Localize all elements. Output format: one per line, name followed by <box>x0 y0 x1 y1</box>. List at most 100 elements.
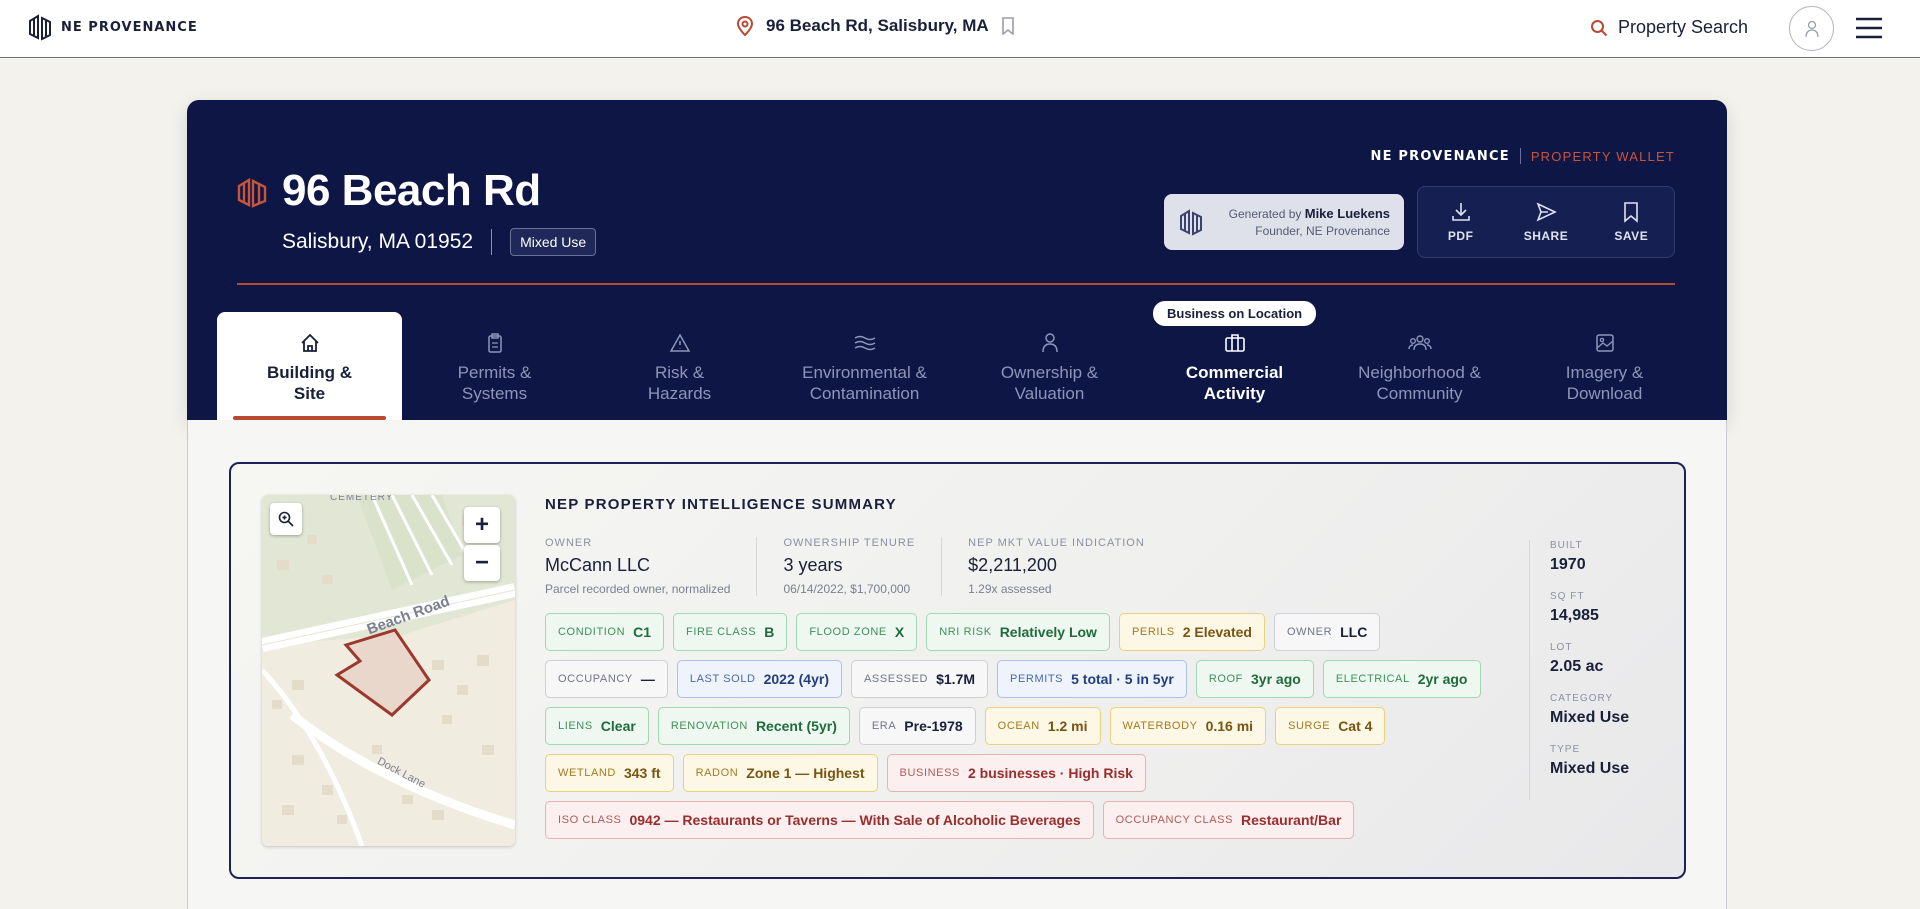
tab-imagery-download[interactable]: Imagery & Download <box>1512 312 1697 420</box>
action-group: PDF SHARE SAVE <box>1417 186 1675 258</box>
attribute-chip[interactable]: CONDITION C1 <box>545 613 665 651</box>
chip-label: ERA <box>871 720 897 732</box>
chip-value: 5 total · 5 in 5yr <box>1071 671 1174 687</box>
person-icon <box>1041 333 1058 353</box>
attribute-chip[interactable]: PERILS 2 Elevated <box>1118 613 1265 651</box>
fact-lot: LOT 2.05 ac <box>1550 642 1659 676</box>
chip-value: Relatively Low <box>999 624 1097 640</box>
user-avatar-button[interactable] <box>1789 6 1834 51</box>
generated-role: Founder, NE Provenance <box>1255 223 1390 238</box>
attribute-chip[interactable]: OWNER LLC <box>1273 613 1381 651</box>
bookmark-icon <box>1624 202 1639 223</box>
attribute-chip[interactable]: RENOVATION Recent (5yr) <box>657 707 850 745</box>
send-icon <box>1536 202 1557 222</box>
attribute-chip[interactable]: SURGE Cat 4 <box>1275 707 1386 745</box>
hamburger-menu-button[interactable] <box>1855 17 1883 44</box>
save-button[interactable]: SAVE <box>1596 201 1666 243</box>
kpi-value: $2,211,200 <box>968 555 1057 575</box>
tab-building-site[interactable]: Building & Site <box>217 312 402 420</box>
chip-value: 1.2 mi <box>1047 718 1088 734</box>
kpi-market-value: NEP MKT VALUE INDICATION $2,211,200 1.29… <box>968 537 1171 596</box>
divider <box>1519 148 1521 164</box>
chip-label: PERMITS <box>1010 673 1064 685</box>
property-map[interactable]: CEMETERY Beach Road Dock Lane + − <box>262 495 515 846</box>
fact-category: CATEGORY Mixed Use <box>1550 693 1659 727</box>
bookmark-icon[interactable] <box>1001 17 1015 35</box>
chip-label: FIRE CLASS <box>686 626 757 638</box>
fact-sq-ft: SQ FT 14,985 <box>1550 591 1659 625</box>
provenance-logo-icon <box>1180 209 1202 236</box>
generated-by-text: Generated by Mike Luekens Founder, NE Pr… <box>1214 205 1390 240</box>
pdf-button[interactable]: PDF <box>1426 201 1496 243</box>
attribute-chip[interactable]: BUSINESS 2 businesses · High Risk <box>886 754 1146 792</box>
map-fullscreen-button[interactable] <box>270 503 302 535</box>
kpi-note: 1.29x assessed <box>968 582 1052 596</box>
attribute-chip[interactable]: OCCUPANCY — <box>545 660 668 698</box>
attribute-chip[interactable]: FIRE CLASS B <box>673 613 788 651</box>
attribute-chips: CONDITION C1 FIRE CLASS B FLOOD ZONE X NRI RIS… <box>545 613 1505 839</box>
chip-label: OCCUPANCY <box>558 673 633 685</box>
attribute-chip[interactable]: OCEAN 1.2 mi <box>984 707 1101 745</box>
summary-kpis: OWNER McCann LLC Parcel recorded owner, … <box>545 537 1505 596</box>
brand-logo[interactable]: NE PROVENANCE <box>27 13 198 41</box>
chip-value: 2 Elevated <box>1182 624 1252 640</box>
zoom-out-label: − <box>474 549 489 576</box>
generated-name: Mike Luekens <box>1304 205 1390 221</box>
chip-label: RENOVATION <box>670 720 748 732</box>
tab-commercial-activity[interactable]: Commercial Activity <box>1142 312 1327 420</box>
tab-risk-hazards[interactable]: Risk & Hazards <box>587 312 772 420</box>
attribute-chip[interactable]: LIENS Clear <box>545 707 649 745</box>
chip-value: B <box>764 624 775 640</box>
warning-icon <box>669 333 690 352</box>
clipboard-icon <box>487 333 502 353</box>
search-icon <box>1591 19 1608 36</box>
map-zoom-out-button[interactable]: − <box>464 545 500 581</box>
property-type-badge: Mixed Use <box>510 228 597 256</box>
tab-label: Systems <box>461 384 528 403</box>
fact-label: SQ FT <box>1550 591 1585 602</box>
chip-value: 2yr ago <box>1417 671 1468 687</box>
attribute-chip[interactable]: WATERBODY 0.16 mi <box>1109 707 1267 745</box>
address-text: 96 Beach Rd, Salisbury, MA <box>766 16 989 35</box>
section-tabs: Building & Site Permits & Systems Risk &… <box>217 312 1697 420</box>
zoom-magnify-icon <box>278 511 294 527</box>
tab-label: Building & <box>267 363 352 382</box>
attribute-chip[interactable]: PERMITS 5 total · 5 in 5yr <box>997 660 1187 698</box>
tab-permits-systems[interactable]: Permits & Systems <box>402 312 587 420</box>
tab-environmental-contamination[interactable]: Environmental & Contamination <box>772 312 957 420</box>
attribute-chip[interactable]: ROOF 3yr ago <box>1195 660 1314 698</box>
tab-label: Community <box>1376 384 1463 403</box>
chip-label: PERILS <box>1131 626 1175 638</box>
kpi-label: NEP MKT VALUE INDICATION <box>968 537 1145 549</box>
tab-label: Environmental & <box>802 363 927 382</box>
chip-value: $1.7M <box>936 671 976 687</box>
attribute-chip[interactable]: WETLAND 343 ft <box>545 754 674 792</box>
attribute-chip[interactable]: FLOOD ZONE X <box>796 613 918 651</box>
attribute-chip[interactable]: ISO CLASS 0942 — Restaurants or Taverns —… <box>545 801 1094 839</box>
attribute-chip[interactable]: ERA Pre-1978 <box>858 707 976 745</box>
provenance-mark-icon <box>237 177 267 208</box>
attribute-chip[interactable]: OCCUPANCY CLASS Restaurant/Bar <box>1102 801 1355 839</box>
tab-neighborhood-community[interactable]: Neighborhood & Community <box>1327 312 1512 420</box>
chip-value: 2022 (4yr) <box>763 671 829 687</box>
map-zoom-in-button[interactable]: + <box>464 507 500 543</box>
share-button[interactable]: SHARE <box>1511 201 1581 243</box>
property-search-button[interactable]: Property Search <box>1590 17 1748 38</box>
chip-value: X <box>894 624 905 640</box>
attribute-chip[interactable]: ASSESSED $1.7M <box>851 660 989 698</box>
chip-value: LLC <box>1340 624 1368 640</box>
tab-label: Commercial <box>1185 363 1284 382</box>
tab-ownership-valuation[interactable]: Ownership & Valuation <box>957 312 1142 420</box>
attribute-chip[interactable]: ELECTRICAL 2yr ago <box>1322 660 1481 698</box>
attribute-chip[interactable]: NRI RISK Relatively Low <box>926 613 1110 651</box>
fact-label: TYPE <box>1550 744 1581 755</box>
property-city: Salisbury, MA 01952 <box>282 230 474 253</box>
tab-label: Activity <box>1203 384 1266 403</box>
attribute-chip[interactable]: LAST SOLD 2022 (4yr) <box>676 660 842 698</box>
tab-label: Hazards <box>647 384 712 403</box>
attribute-chip[interactable]: RADON Zone 1 — Highest <box>682 754 878 792</box>
chip-label: SURGE <box>1288 720 1331 732</box>
summary-panel: NEP PROPERTY INTELLIGENCE SUMMARY OWNER … <box>545 496 1505 839</box>
menu-icon <box>1856 17 1882 39</box>
download-icon <box>1451 203 1470 221</box>
